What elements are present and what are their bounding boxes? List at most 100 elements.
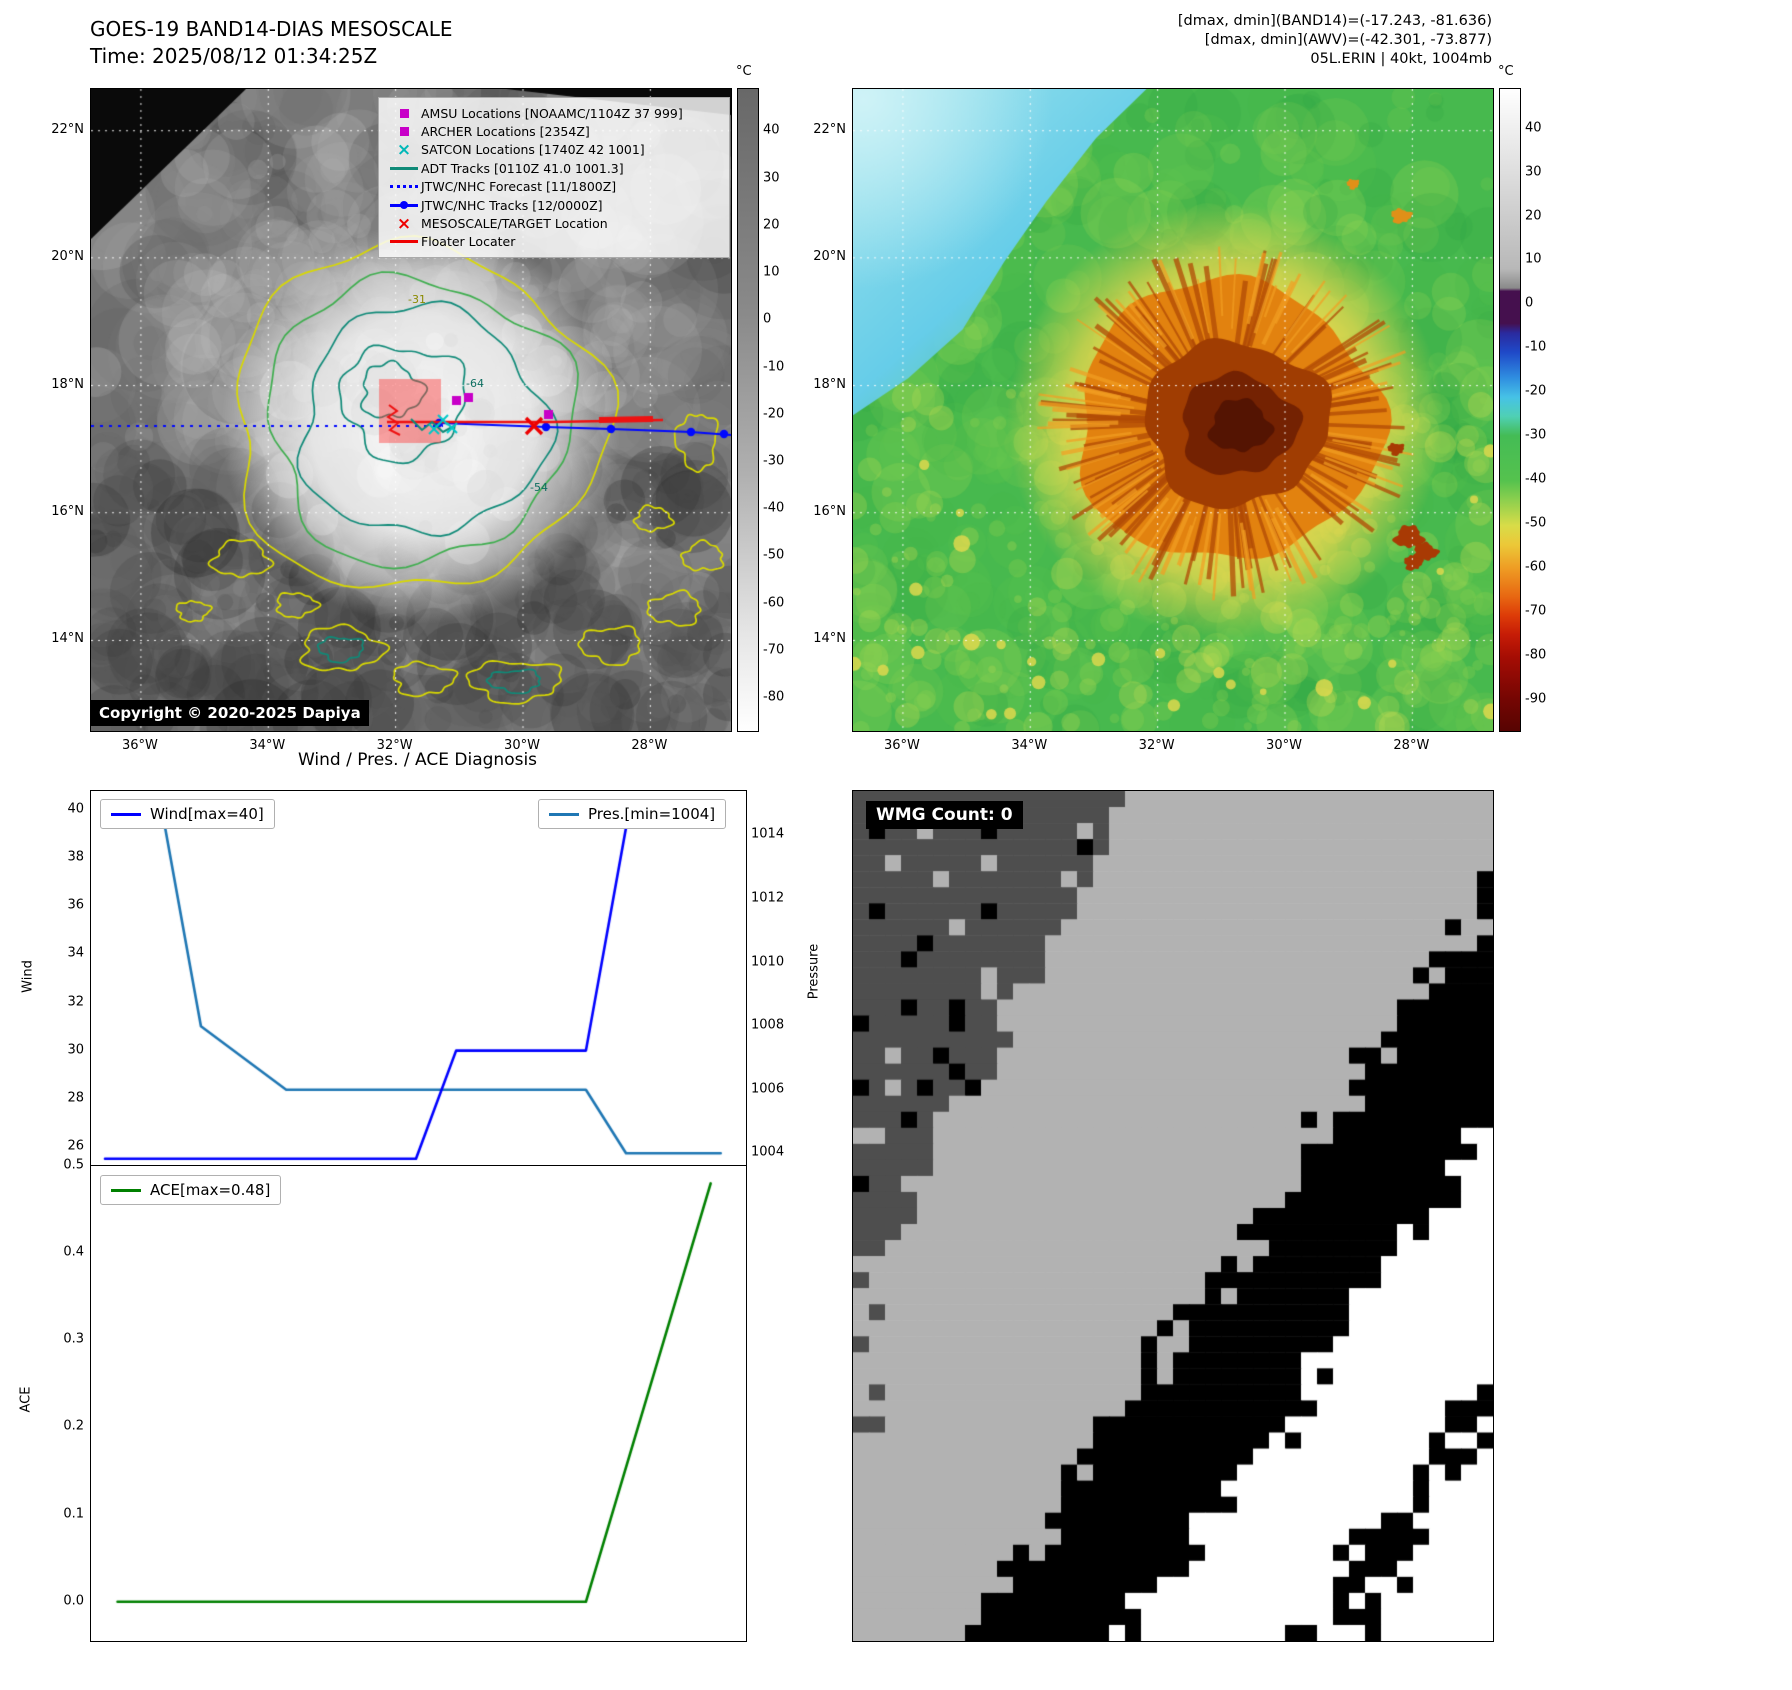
- ace-chart: [90, 1165, 747, 1642]
- dmax-dmin-awv: [dmax, dmin](AWV)=(-42.301, -73.877): [1204, 32, 1492, 48]
- legend-row: × MESOSCALE/TARGET Location: [387, 214, 721, 232]
- lon-tick-label: 34°W: [249, 738, 286, 753]
- awv-colorbar-tick: -20: [1525, 383, 1547, 399]
- awv-colorbar-tick: -10: [1525, 339, 1547, 355]
- square-marker: [387, 125, 421, 139]
- ace-tick-label: 0.1: [63, 1506, 84, 1522]
- wind-legend-label: Wind[max=40]: [150, 805, 264, 823]
- ir-panel-time: Time: 2025/08/12 01:34:25Z: [90, 44, 378, 68]
- awv-colorbar-tick: 10: [1525, 251, 1542, 267]
- wind-tick-label: 38: [67, 849, 84, 865]
- lon-tick-label: 30°W: [1266, 738, 1302, 753]
- line-marker: [387, 161, 421, 175]
- awv-colorbar-tick: -70: [1525, 603, 1547, 619]
- awv-colorbar-tick: 30: [1525, 164, 1542, 180]
- ir-colorbar-tick: -50: [763, 547, 785, 563]
- awv-colorbar-tick: -40: [1525, 471, 1547, 487]
- ir-colorbar-tick: -80: [763, 689, 785, 705]
- awv-colorbar-tick: -60: [1525, 559, 1547, 575]
- ir-colorbar-unit: °C: [736, 64, 752, 79]
- ace-legend-label: ACE[max=0.48]: [150, 1181, 271, 1199]
- pressure-tick-label: 1004: [751, 1144, 785, 1160]
- ir-map-legend: AMSU Locations [NOAAMC/1104Z 37 999] ARCH…: [378, 97, 730, 259]
- lon-tick-label: 28°W: [631, 738, 668, 753]
- pressure-tick-label: 1012: [751, 890, 785, 906]
- ir-panel-title: GOES-19 BAND14-DIAS MESOSCALE: [90, 17, 453, 41]
- ace-axis-label: ACE: [18, 1386, 34, 1413]
- lon-tick-label: 32°W: [1138, 738, 1175, 753]
- ace-tick-label: 0.2: [63, 1418, 84, 1434]
- pressure-axis-label: Pressure: [806, 943, 822, 1000]
- pressure-tick-label: 1008: [751, 1017, 785, 1033]
- ace-tick-label: 0.4: [63, 1244, 84, 1260]
- lat-tick-label: 20°N: [51, 248, 84, 264]
- wind-tick-label: 34: [67, 945, 84, 961]
- legend-row: AMSU Locations [NOAAMC/1104Z 37 999]: [387, 104, 721, 122]
- ace-legend: ACE[max=0.48]: [100, 1175, 282, 1205]
- ir-colorbar: [737, 88, 759, 732]
- awv-color-map: [852, 88, 1494, 732]
- awv-colorbar-tick: -90: [1525, 691, 1547, 707]
- awv-colorbar-unit: °C: [1498, 64, 1514, 79]
- dotted-marker: [387, 180, 421, 194]
- lat-tick-label: 22°N: [813, 121, 846, 137]
- copyright-label: Copyright © 2020-2025 Dapiya: [91, 700, 369, 726]
- awv-colorbar-tick: -50: [1525, 515, 1547, 531]
- wmg-count-label: WMG Count: 0: [866, 801, 1023, 829]
- ace-tick-label: 0.0: [63, 1593, 84, 1609]
- dot-glyph: [400, 201, 408, 210]
- ir-colorbar-tick: 10: [763, 264, 780, 280]
- x-marker: ×: [387, 139, 421, 160]
- legend-row: ARCHER Locations [2354Z]: [387, 122, 721, 140]
- ace-legend-swatch: [111, 1188, 141, 1192]
- legend-row: × SATCON Locations [1740Z 42 1001]: [387, 141, 721, 159]
- lon-tick-label: 32°W: [376, 738, 413, 753]
- ir-colorbar-tick: 20: [763, 217, 780, 233]
- wmg-count-canvas: [853, 791, 1493, 1641]
- pressure-legend: Pres.[min=1004]: [538, 799, 727, 829]
- lon-tick-label: 36°W: [883, 738, 920, 753]
- lat-tick-label: 16°N: [813, 503, 846, 519]
- wind-legend: Wind[max=40]: [100, 799, 275, 829]
- lon-tick-label: 36°W: [121, 738, 158, 753]
- wind-tick-label: 28: [67, 1090, 84, 1106]
- ir-colorbar-tick: -30: [763, 453, 785, 469]
- awv-colorbar-tick: 20: [1525, 208, 1542, 224]
- pressure-tick-label: 1006: [751, 1081, 785, 1097]
- legend-label: JTWC/NHC Forecast [11/1800Z]: [421, 179, 617, 195]
- contour-label: -54: [530, 481, 548, 494]
- wind-tick-label: 32: [67, 994, 84, 1010]
- x-glyph: ×: [396, 139, 412, 160]
- line-dot-marker: [387, 198, 421, 212]
- legend-label: MESOSCALE/TARGET Location: [421, 216, 608, 232]
- legend-row: ADT Tracks [0110Z 41.0 1001.3]: [387, 159, 721, 177]
- pressure-tick-label: 1010: [751, 954, 785, 970]
- lon-tick-label: 34°W: [1011, 738, 1048, 753]
- legend-row: JTWC/NHC Tracks [12/0000Z]: [387, 196, 721, 214]
- lat-tick-label: 14°N: [813, 631, 846, 647]
- ir-colorbar-tick: -10: [763, 359, 785, 374]
- dotted-line-glyph: [390, 185, 418, 189]
- legend-label: ADT Tracks [0110Z 41.0 1001.3]: [421, 160, 624, 176]
- lat-tick-label: 18°N: [813, 376, 846, 392]
- awv-colorbar-tick: 40: [1525, 120, 1542, 136]
- ir-colorbar-tick: -20: [763, 406, 785, 422]
- lat-tick-label: 18°N: [51, 376, 84, 392]
- ir-colorbar-tick: 40: [763, 122, 780, 138]
- line-glyph: [390, 240, 418, 244]
- line-dot-glyph: [390, 201, 418, 210]
- pressure-tick-label: 1014: [751, 826, 785, 842]
- line-glyph: [390, 166, 418, 170]
- awv-color-canvas: [853, 89, 1493, 731]
- diagnosis-title: Wind / Pres. / ACE Diagnosis: [297, 750, 538, 770]
- wind-pressure-chart: [90, 790, 747, 1167]
- legend-label: AMSU Locations [NOAAMC/1104Z 37 999]: [421, 105, 683, 121]
- square-glyph: [399, 108, 409, 118]
- lon-tick-label: 30°W: [504, 738, 540, 753]
- ir-colorbar-tick: 30: [763, 170, 780, 186]
- wind-axis-label: Wind: [20, 960, 36, 993]
- lat-tick-label: 14°N: [51, 631, 84, 647]
- ace-tick-label: 0.5: [63, 1157, 84, 1173]
- ace-tick-label: 0.3: [63, 1331, 84, 1347]
